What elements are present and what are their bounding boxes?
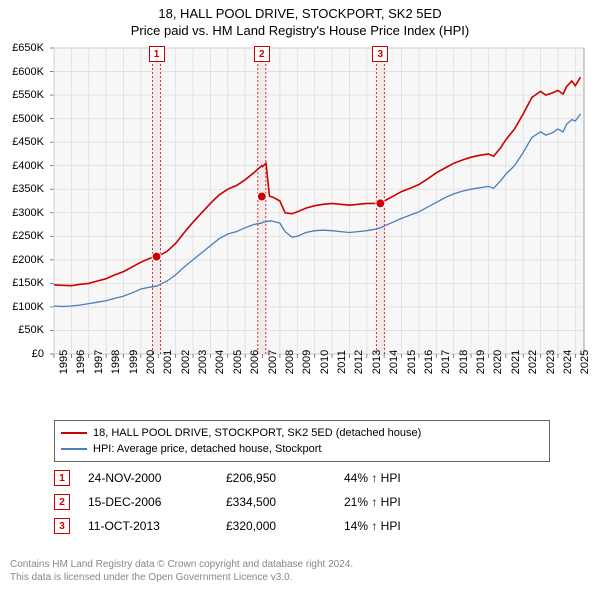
x-tick-label: 2022 (527, 350, 539, 374)
legend-label-hpi: HPI: Average price, detached house, Stoc… (93, 441, 322, 457)
x-tick-label: 2024 (562, 350, 574, 374)
x-tick-label: 2010 (319, 350, 331, 374)
x-tick-label: 2011 (336, 350, 348, 374)
x-tick-label: 2001 (162, 350, 174, 374)
event-date: 11-OCT-2013 (88, 519, 208, 533)
x-tick-label: 2015 (406, 350, 418, 374)
y-tick-label: £450K (0, 136, 44, 148)
event-price: £320,000 (226, 519, 326, 533)
event-diff: 21% ↑ HPI (344, 495, 454, 509)
figure-container: 18, HALL POOL DRIVE, STOCKPORT, SK2 5ED … (0, 0, 600, 590)
footer-line-2: This data is licensed under the Open Gov… (10, 571, 353, 584)
y-tick-label: £100K (0, 301, 44, 313)
legend-label-property: 18, HALL POOL DRIVE, STOCKPORT, SK2 5ED … (93, 425, 421, 441)
x-tick-label: 2004 (214, 350, 226, 374)
legend-row-property: 18, HALL POOL DRIVE, STOCKPORT, SK2 5ED … (61, 425, 543, 441)
x-tick-label: 2005 (232, 350, 244, 374)
x-tick-label: 2002 (180, 350, 192, 374)
x-tick-label: 2020 (492, 350, 504, 374)
x-tick-label: 1997 (93, 350, 105, 374)
events-table: 1 24-NOV-2000 £206,950 44% ↑ HPI 2 15-DEC-200… (54, 466, 550, 538)
event-diff: 44% ↑ HPI (344, 471, 454, 485)
x-tick-label: 2007 (267, 350, 279, 374)
event-diff: 14% ↑ HPI (344, 519, 454, 533)
event-marker-top: 1 (149, 46, 165, 62)
event-marker-icon: 1 (54, 470, 70, 486)
footer-line-1: Contains HM Land Registry data © Crown c… (10, 558, 353, 571)
x-tick-label: 2013 (371, 350, 383, 374)
x-tick-label: 2000 (145, 350, 157, 374)
y-tick-label: £250K (0, 230, 44, 242)
y-tick-label: £200K (0, 254, 44, 266)
x-tick-label: 1996 (75, 350, 87, 374)
event-marker-icon: 3 (54, 518, 70, 534)
event-date: 24-NOV-2000 (88, 471, 208, 485)
chart-subtitle: Price paid vs. HM Land Registry's House … (0, 23, 600, 40)
event-row: 3 11-OCT-2013 £320,000 14% ↑ HPI (54, 514, 550, 538)
x-tick-label: 2006 (249, 350, 261, 374)
x-tick-label: 2017 (440, 350, 452, 374)
x-tick-label: 2012 (353, 350, 365, 374)
x-tick-label: 2009 (301, 350, 313, 374)
y-tick-label: £400K (0, 160, 44, 172)
x-tick-label: 2025 (579, 350, 591, 374)
x-tick-label: 2003 (197, 350, 209, 374)
legend-swatch-property (61, 432, 87, 434)
legend-swatch-hpi (61, 448, 87, 450)
y-tick-label: £550K (0, 89, 44, 101)
event-price: £206,950 (226, 471, 326, 485)
event-row: 1 24-NOV-2000 £206,950 44% ↑ HPI (54, 466, 550, 490)
x-tick-label: 1999 (128, 350, 140, 374)
x-tick-label: 1995 (58, 350, 70, 374)
event-marker-icon: 2 (54, 494, 70, 510)
y-tick-label: £50K (0, 324, 44, 336)
x-tick-label: 2021 (510, 350, 522, 374)
legend-row-hpi: HPI: Average price, detached house, Stoc… (61, 441, 543, 457)
event-marker-top: 2 (254, 46, 270, 62)
y-tick-label: £650K (0, 42, 44, 54)
chart-title: 18, HALL POOL DRIVE, STOCKPORT, SK2 5ED (0, 0, 600, 23)
chart-area: £0 £50K £100K £150K £200K £250K £300K £350K £400… (0, 44, 600, 414)
y-tick-label: £0 (0, 348, 44, 360)
y-tick-label: £300K (0, 207, 44, 219)
event-marker-top: 3 (372, 46, 388, 62)
x-tick-label: 2016 (423, 350, 435, 374)
y-tick-label: £350K (0, 183, 44, 195)
y-tick-label: £600K (0, 66, 44, 78)
y-tick-label: £150K (0, 277, 44, 289)
event-row: 2 15-DEC-2006 £334,500 21% ↑ HPI (54, 490, 550, 514)
x-tick-label: 1998 (110, 350, 122, 374)
footer-attribution: Contains HM Land Registry data © Crown c… (10, 558, 353, 584)
y-tick-label: £500K (0, 113, 44, 125)
event-date: 15-DEC-2006 (88, 495, 208, 509)
x-tick-label: 2008 (284, 350, 296, 374)
x-tick-label: 2023 (545, 350, 557, 374)
event-price: £334,500 (226, 495, 326, 509)
x-tick-label: 2018 (458, 350, 470, 374)
legend-box: 18, HALL POOL DRIVE, STOCKPORT, SK2 5ED … (54, 420, 550, 462)
x-tick-label: 2019 (475, 350, 487, 374)
x-tick-label: 2014 (388, 350, 400, 374)
